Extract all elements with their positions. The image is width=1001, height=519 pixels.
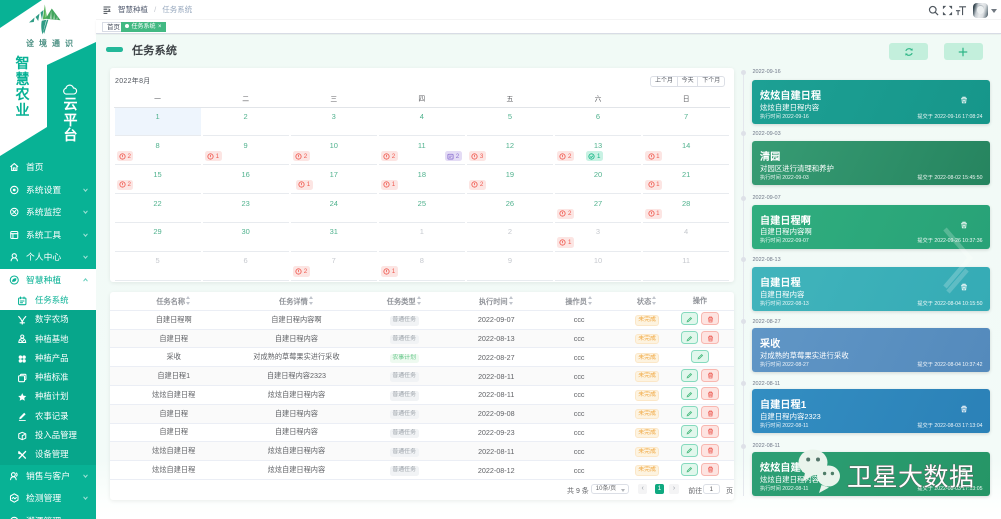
svg-text:卫星大数据: 卫星大数据	[847, 464, 975, 492]
